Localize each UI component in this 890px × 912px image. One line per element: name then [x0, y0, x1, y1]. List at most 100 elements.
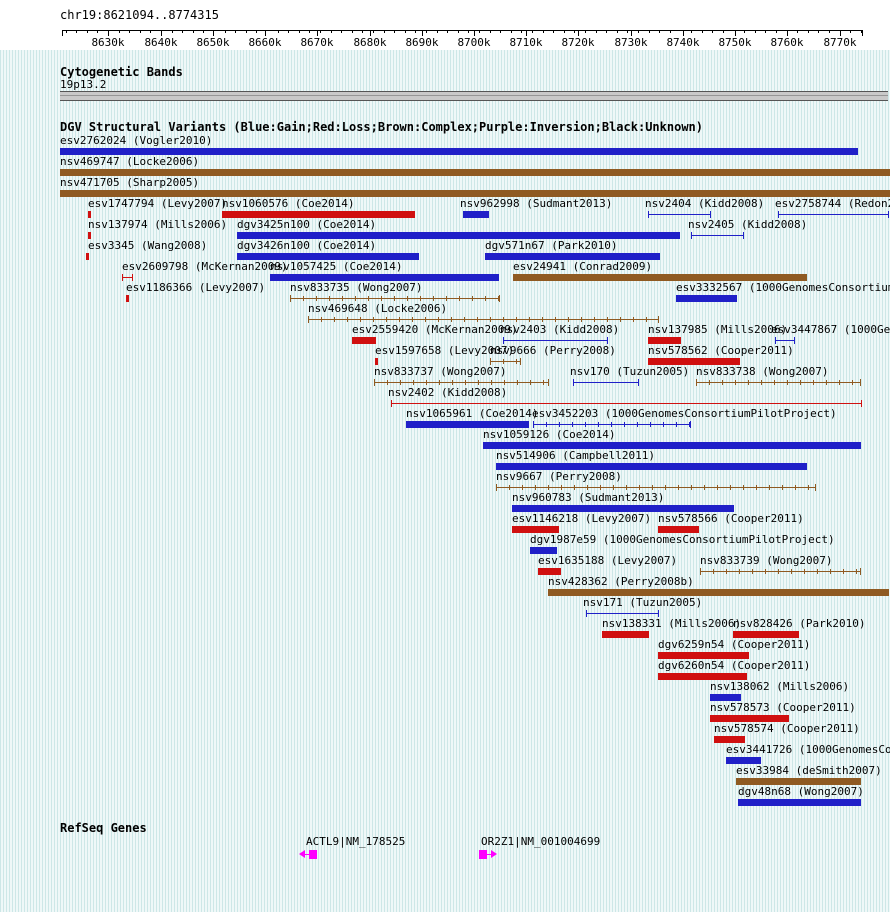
variant-bar[interactable]: [733, 631, 799, 638]
variant-bar[interactable]: [86, 253, 89, 260]
variant-bar[interactable]: [736, 778, 861, 785]
variant-label[interactable]: nsv1060576 (Coe2014): [222, 197, 355, 210]
variant-bar[interactable]: [658, 673, 747, 680]
variant-label[interactable]: nsv833737 (Wong2007): [374, 365, 507, 378]
variant-bar[interactable]: [126, 295, 129, 302]
variant-label[interactable]: esv3332567 (1000GenomesConsortiumPil: [676, 281, 890, 294]
variant-bar[interactable]: [714, 736, 745, 743]
variant-label[interactable]: dgv3426n100 (Coe2014): [237, 239, 377, 252]
variant-label[interactable]: nsv833735 (Wong2007): [290, 281, 423, 294]
variant-label[interactable]: dgv48n68 (Wong2007): [738, 785, 864, 798]
variant-label[interactable]: dgv571n67 (Park2010): [485, 239, 618, 252]
variant-bar[interactable]: [496, 484, 816, 491]
variant-label[interactable]: nsv578562 (Cooper2011): [648, 344, 794, 357]
variant-bar[interactable]: [658, 652, 749, 659]
variant-label[interactable]: esv2609798 (McKernan2009): [122, 260, 288, 273]
variant-label[interactable]: nsv2403 (Kidd2008): [500, 323, 620, 336]
variant-bar[interactable]: [463, 211, 489, 218]
variant-bar[interactable]: [726, 757, 761, 764]
variant-bar[interactable]: [503, 337, 608, 344]
variant-bar[interactable]: [513, 274, 807, 281]
variant-bar[interactable]: [222, 211, 415, 218]
variant-bar[interactable]: [60, 148, 858, 155]
variant-label[interactable]: nsv9666 (Perry2008): [490, 344, 616, 357]
variant-label[interactable]: nsv138062 (Mills2006): [710, 680, 850, 693]
variant-bar[interactable]: [60, 190, 890, 197]
variant-label[interactable]: nsv828426 (Park2010): [733, 617, 866, 630]
variant-bar[interactable]: [700, 568, 861, 575]
variant-label[interactable]: esv1597658 (Levy2007): [375, 344, 515, 357]
variant-label[interactable]: nsv2405 (Kidd2008): [688, 218, 808, 231]
variant-label[interactable]: nsv578574 (Cooper2011): [714, 722, 860, 735]
variant-label[interactable]: dgv6260n54 (Cooper2011): [658, 659, 811, 672]
variant-bar[interactable]: [691, 232, 744, 239]
variant-bar[interactable]: [648, 211, 711, 218]
variant-bar[interactable]: [533, 421, 691, 428]
variant-label[interactable]: nsv1057425 (Coe2014): [270, 260, 403, 273]
variant-label[interactable]: nsv469747 (Locke2006): [60, 155, 200, 168]
variant-bar[interactable]: [573, 379, 639, 386]
variant-label[interactable]: nsv2404 (Kidd2008): [645, 197, 765, 210]
variant-label[interactable]: esv33984 (deSmith2007): [736, 764, 882, 777]
variant-bar[interactable]: [676, 295, 737, 302]
variant-bar[interactable]: [512, 526, 559, 533]
variant-bar[interactable]: [88, 232, 91, 239]
variant-bar[interactable]: [538, 568, 561, 575]
variant-bar[interactable]: [60, 169, 890, 176]
variant-label[interactable]: esv1146218 (Levy2007): [512, 512, 652, 525]
gene-glyph[interactable]: [479, 850, 497, 859]
variant-label[interactable]: nsv962998 (Sudmant2013): [460, 197, 613, 210]
variant-bar[interactable]: [237, 253, 419, 260]
variant-label[interactable]: nsv9667 (Perry2008): [496, 470, 622, 483]
variant-bar[interactable]: [738, 799, 861, 806]
variant-bar[interactable]: [658, 526, 699, 533]
variant-label[interactable]: nsv138331 (Mills2006): [602, 617, 742, 630]
variant-bar[interactable]: [375, 358, 378, 365]
variant-bar[interactable]: [710, 694, 741, 701]
gene-label[interactable]: OR2Z1|NM_001004699: [481, 835, 601, 848]
variant-bar[interactable]: [586, 610, 659, 617]
variant-label[interactable]: esv3345 (Wang2008): [88, 239, 208, 252]
variant-bar[interactable]: [496, 463, 807, 470]
variant-label[interactable]: nsv578573 (Cooper2011): [710, 701, 856, 714]
variant-bar[interactable]: [696, 379, 861, 386]
variant-label[interactable]: nsv833738 (Wong2007): [696, 365, 829, 378]
variant-label[interactable]: dgv3425n100 (Coe2014): [237, 218, 377, 231]
variant-label[interactable]: esv1186366 (Levy2007): [126, 281, 266, 294]
variant-bar[interactable]: [406, 421, 529, 428]
variant-label[interactable]: nsv137985 (Mills2006): [648, 323, 788, 336]
variant-label[interactable]: esv3452203 (1000GenomesConsortiumPilotPr…: [532, 407, 837, 420]
variant-bar[interactable]: [490, 358, 521, 365]
variant-bar[interactable]: [270, 274, 499, 281]
variant-label[interactable]: nsv171 (Tuzun2005): [583, 596, 703, 609]
gene-label[interactable]: ACTL9|NM_178525: [306, 835, 406, 848]
variant-bar[interactable]: [710, 715, 789, 722]
variant-label[interactable]: nsv471705 (Sharp2005): [60, 176, 200, 189]
variant-bar[interactable]: [237, 232, 680, 239]
variant-label[interactable]: nsv137974 (Mills2006): [88, 218, 228, 231]
variant-bar[interactable]: [352, 337, 376, 344]
variant-bar[interactable]: [648, 358, 740, 365]
variant-label[interactable]: esv2758744 (Redon20: [775, 197, 890, 210]
variant-label[interactable]: nsv428362 (Perry2008b): [548, 575, 694, 588]
variant-label[interactable]: nsv1065961 (Coe2014): [406, 407, 539, 420]
variant-label[interactable]: esv24941 (Conrad2009): [513, 260, 653, 273]
variant-bar[interactable]: [485, 253, 660, 260]
variant-label[interactable]: nsv578566 (Cooper2011): [658, 512, 804, 525]
variant-label[interactable]: nsv2402 (Kidd2008): [388, 386, 508, 399]
variant-bar[interactable]: [374, 379, 549, 386]
variant-label[interactable]: nsv1059126 (Coe2014): [483, 428, 616, 441]
variant-bar[interactable]: [602, 631, 649, 638]
variant-bar[interactable]: [122, 274, 133, 281]
variant-label[interactable]: esv3441726 (1000GenomesConso: [726, 743, 890, 756]
variant-bar[interactable]: [648, 337, 681, 344]
variant-label[interactable]: nsv514906 (Campbell2011): [496, 449, 655, 462]
variant-bar[interactable]: [530, 547, 557, 554]
variant-bar[interactable]: [391, 400, 862, 407]
variant-label[interactable]: nsv469648 (Locke2006): [308, 302, 448, 315]
variant-label[interactable]: esv2762024 (Vogler2010): [60, 134, 213, 147]
variant-bar[interactable]: [483, 442, 861, 449]
variant-label[interactable]: dgv1987e59 (1000GenomesConsortiumPilotPr…: [530, 533, 835, 546]
variant-label[interactable]: dgv6259n54 (Cooper2011): [658, 638, 811, 651]
variant-label[interactable]: nsv833739 (Wong2007): [700, 554, 833, 567]
